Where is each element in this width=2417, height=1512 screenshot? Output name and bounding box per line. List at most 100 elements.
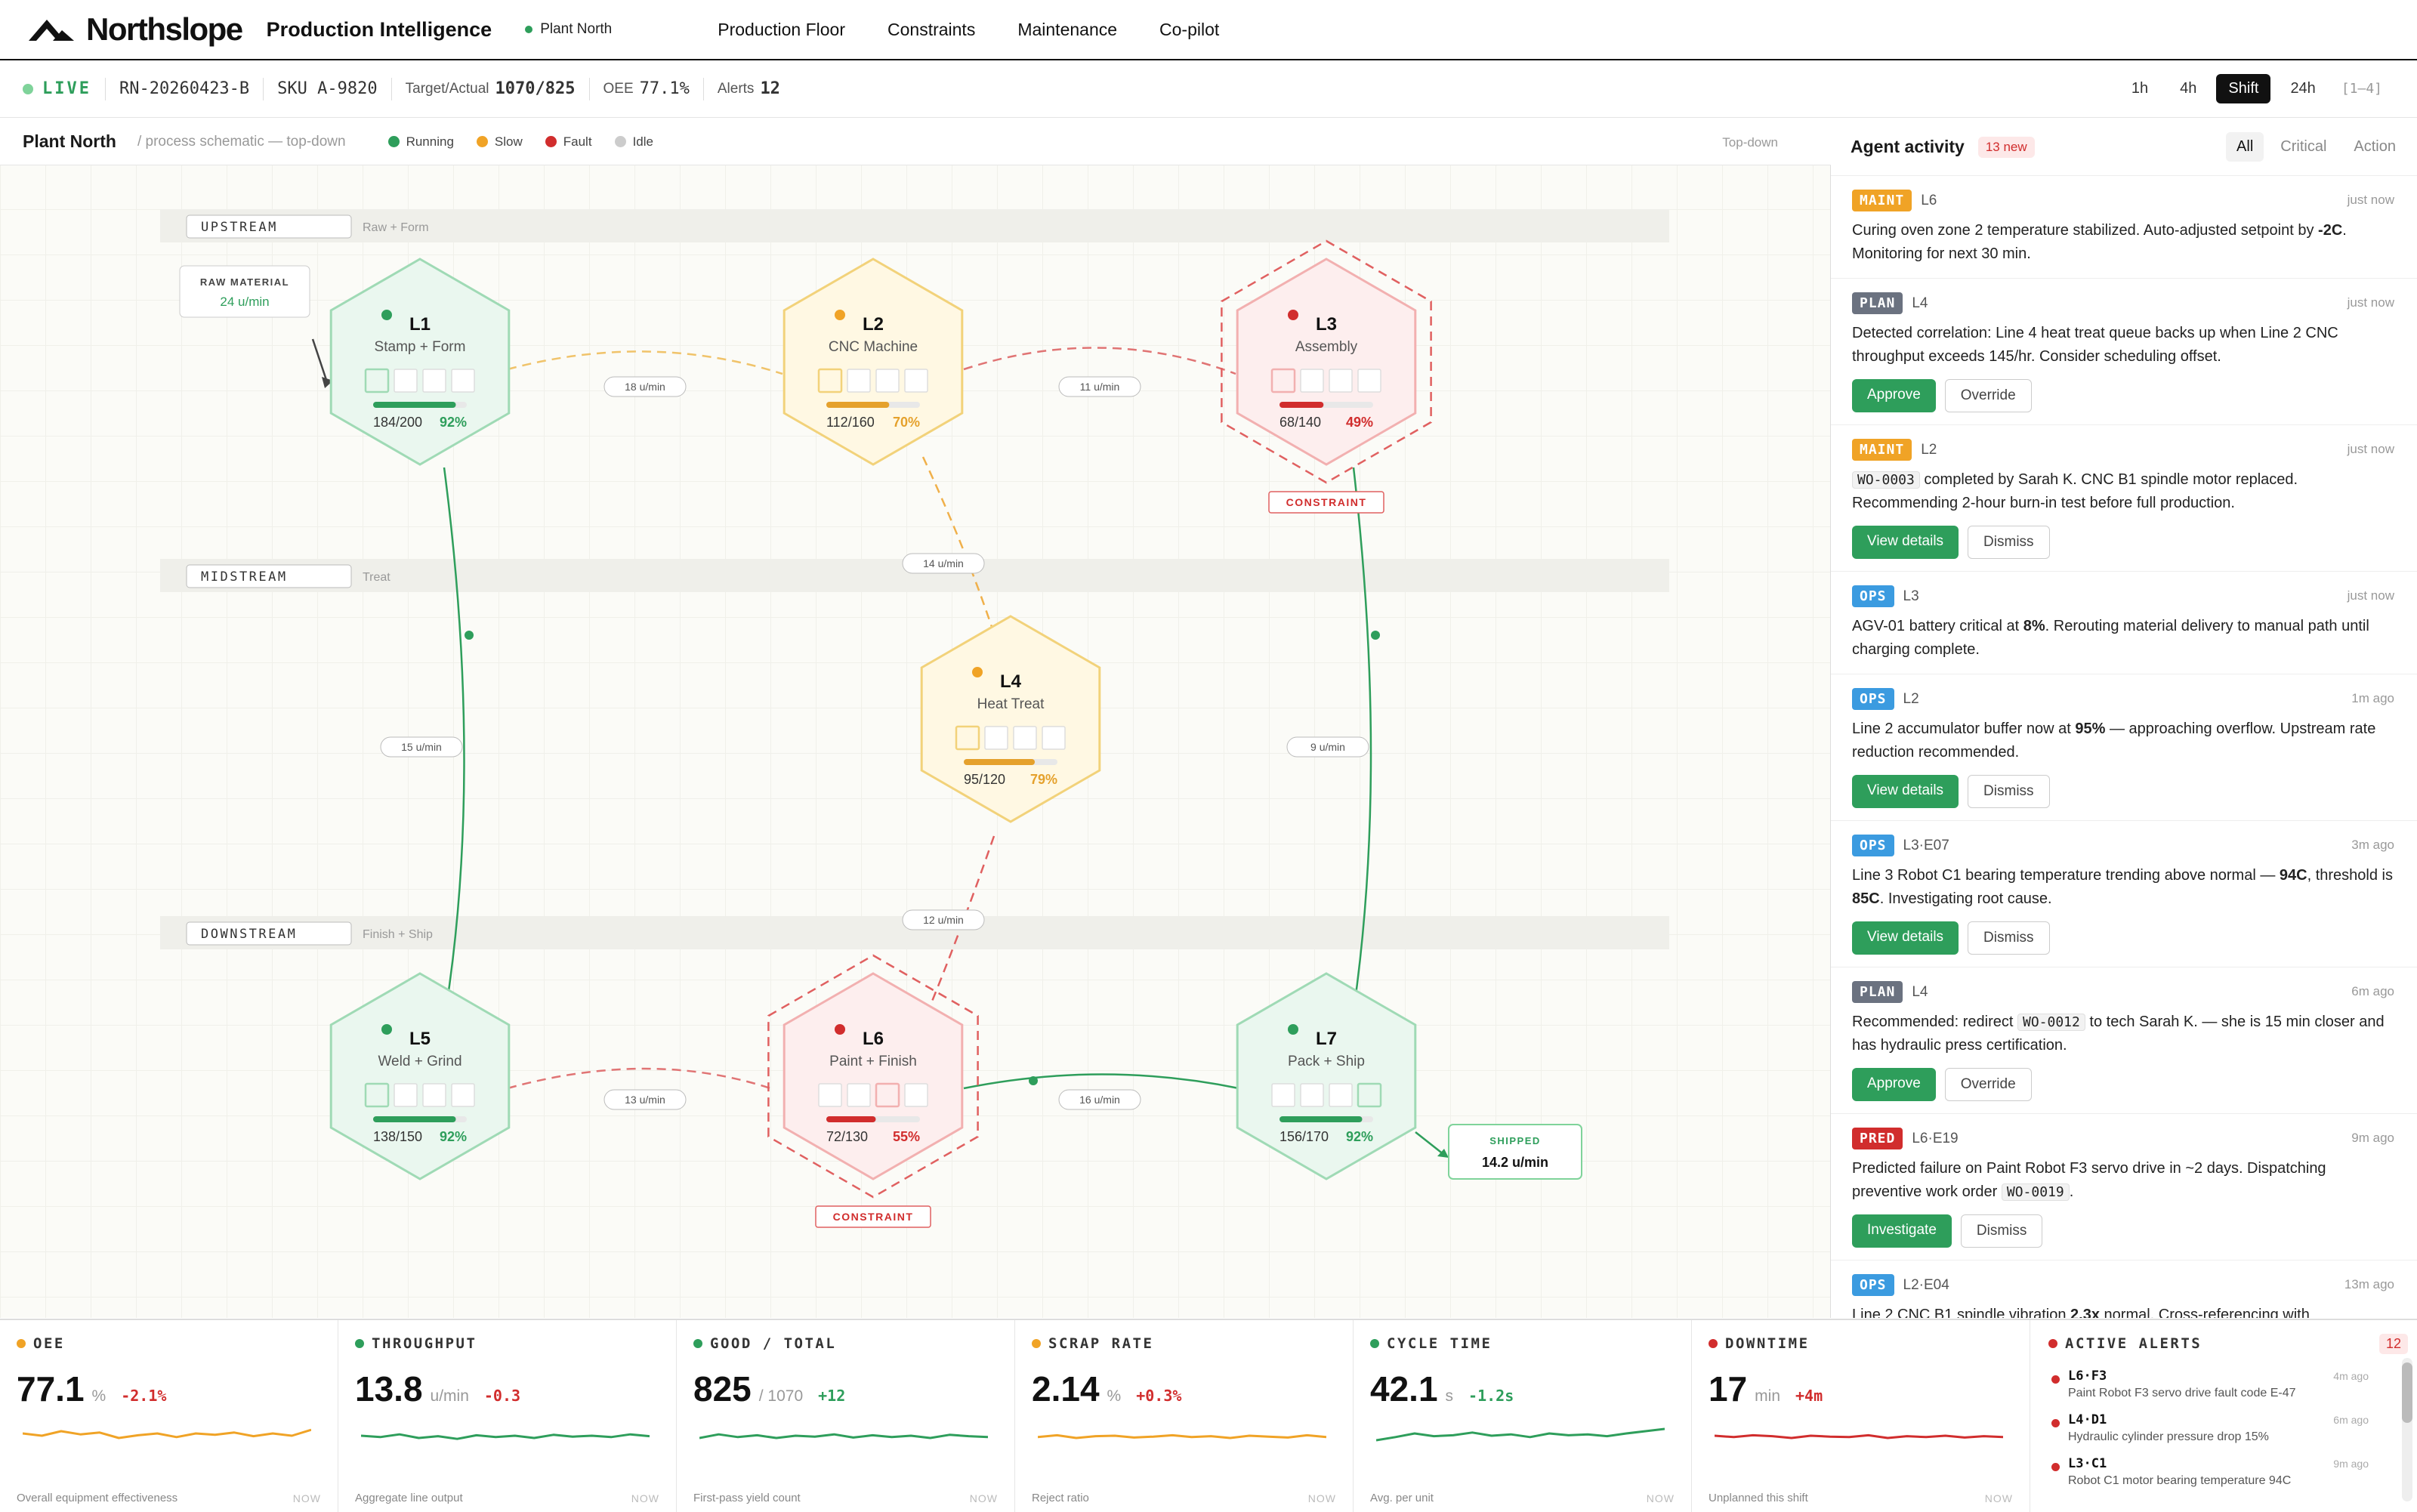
logo[interactable]: Northslope: [27, 11, 243, 48]
agent-item[interactable]: OPS L3·E07 3m ago Line 3 Robot C1 bearing t…: [1831, 821, 2417, 967]
dismiss-button[interactable]: Dismiss: [1968, 921, 2050, 955]
kpi-description: Unplanned this shift: [1709, 1492, 1808, 1504]
investigate-button[interactable]: Investigate: [1852, 1214, 1952, 1248]
agent-item-message: Line 3 Robot C1 bearing temperature tren…: [1852, 867, 2393, 907]
station-slot[interactable]: [1042, 726, 1066, 750]
line-node-l5[interactable]: L5 Weld + Grind 138/150 92%: [329, 972, 511, 1180]
agent-item[interactable]: PLAN L4 6m ago Recommended: redirect WO-001…: [1831, 967, 2417, 1114]
station-slot[interactable]: [1270, 368, 1296, 393]
station-slot[interactable]: [1357, 369, 1381, 393]
site-selector[interactable]: Plant North: [525, 21, 612, 38]
view-details-button[interactable]: View details: [1852, 526, 1959, 559]
station-slot[interactable]: [904, 369, 928, 393]
station-slot[interactable]: [394, 369, 418, 393]
alert-item[interactable]: L6·F3 Paint Robot F3 servo drive fault co…: [2048, 1369, 2399, 1400]
kpi-value-row: 2.14% +0.3%: [1032, 1369, 1336, 1409]
station-slot[interactable]: [875, 369, 900, 393]
kpi-now-marker: NOW: [631, 1492, 659, 1504]
station-slot[interactable]: [817, 368, 843, 393]
alert-item[interactable]: L3·C1 Robot C1 motor bearing temperature …: [2048, 1456, 2399, 1488]
dismiss-button[interactable]: Dismiss: [1960, 1214, 2043, 1248]
agent-item[interactable]: OPS L2 1m ago Line 2 accumulator buffer now…: [1831, 674, 2417, 821]
kpi-value: 2.14: [1032, 1369, 1100, 1409]
kpi-card-cycle-time[interactable]: CYCLE TIME 42.1 s -1.2s Avg. per unit NOW: [1354, 1320, 1692, 1512]
line-count: 112/160: [826, 415, 875, 430]
approve-button[interactable]: Approve: [1852, 1068, 1936, 1101]
nav-maintenance[interactable]: Maintenance: [1017, 19, 1118, 39]
station-slot[interactable]: [1013, 726, 1037, 750]
alert-item[interactable]: L4·D1 Hydraulic cylinder pressure drop 15…: [2048, 1412, 2399, 1444]
agent-item[interactable]: MAINT L2 just now WO-0003 completed by Sara…: [1831, 425, 2417, 572]
station-slot[interactable]: [984, 726, 1008, 750]
filter-critical[interactable]: Critical: [2280, 138, 2327, 155]
raw-material-source[interactable]: RAW MATERIAL 24 u/min: [179, 265, 310, 318]
line-node-l4[interactable]: L4 Heat Treat 95/120 79%: [920, 615, 1101, 823]
agent-item[interactable]: MAINT L6 just now Curing oven zone 2 temper…: [1831, 176, 2417, 279]
kpi-card-oee[interactable]: OEE 77.1% -2.1% Overall equipment effective…: [0, 1320, 338, 1512]
approve-button[interactable]: Approve: [1852, 379, 1936, 412]
station-slot[interactable]: [1300, 1083, 1324, 1107]
kpi-card-throughput[interactable]: THROUGHPUT 13.8 u/min -0.3 Aggregate line ou…: [338, 1320, 677, 1512]
station-slot[interactable]: [955, 725, 980, 751]
line-node-l6[interactable]: L6 Paint + Finish 72/130 55% CONSTRAINT: [767, 954, 979, 1228]
range-24h[interactable]: 24h: [2290, 80, 2316, 97]
alert-severity-dot: [2051, 1419, 2060, 1427]
work-order-code[interactable]: WO-0003: [1852, 471, 1920, 489]
range-shift[interactable]: Shift: [2216, 74, 2271, 103]
kpi-card-downtime[interactable]: DOWNTIME 17 min +4m Unplanned this shift NOW: [1692, 1320, 2030, 1512]
nav-production-floor[interactable]: Production Floor: [718, 19, 845, 39]
station-slot[interactable]: [1357, 1082, 1382, 1108]
agent-item[interactable]: PRED L6·E19 9m ago Predicted failure on Pai…: [1831, 1114, 2417, 1261]
override-button[interactable]: Override: [1944, 1068, 2032, 1101]
view-mode-toggle[interactable]: Top-down: [1722, 135, 1778, 150]
dismiss-button[interactable]: Dismiss: [1968, 526, 2050, 559]
range-4h[interactable]: 4h: [2180, 80, 2197, 97]
station-slot[interactable]: [422, 1083, 446, 1107]
schematic-title: Plant North: [23, 131, 116, 151]
station-slot[interactable]: [1329, 369, 1353, 393]
station-slot[interactable]: [394, 1083, 418, 1107]
station-slot[interactable]: [422, 369, 446, 393]
kpi-sparkline: [1715, 1433, 2003, 1439]
range-1h[interactable]: 1h: [2131, 80, 2149, 97]
station-slot[interactable]: [364, 1082, 390, 1108]
station-slot[interactable]: [1329, 1083, 1353, 1107]
override-button[interactable]: Override: [1944, 379, 2032, 412]
station-slot[interactable]: [847, 369, 871, 393]
alert-code: L6·F3: [2068, 1369, 2107, 1384]
agent-item[interactable]: PLAN L4 just now Detected correlation: Line…: [1831, 279, 2417, 425]
station-slot[interactable]: [1300, 369, 1324, 393]
kpi-card-scrap-rate[interactable]: SCRAP RATE 2.14% +0.3% Reject ratio NOW: [1015, 1320, 1354, 1512]
line-node-l3[interactable]: L3 Assembly 68/140 49% CONSTRAINT: [1221, 239, 1432, 514]
live-dot: [23, 83, 33, 94]
work-order-code[interactable]: WO-0019: [2001, 1183, 2070, 1201]
alerts-scrollbar[interactable]: [2402, 1358, 2412, 1501]
station-slot[interactable]: [451, 1083, 475, 1107]
line-node-l7[interactable]: L7 Pack + Ship 156/170 92%: [1236, 972, 1417, 1180]
agent-item[interactable]: OPS L2·E04 13m ago Line 2 CNC B1 spindle vi…: [1831, 1261, 2417, 1318]
active-alerts-panel: ACTIVE ALERTS 12 L6·F3 Paint Robot F3 ser…: [2030, 1320, 2417, 1512]
dismiss-button[interactable]: Dismiss: [1968, 775, 2050, 808]
station-slot[interactable]: [364, 368, 390, 393]
station-slot[interactable]: [451, 369, 475, 393]
view-details-button[interactable]: View details: [1852, 921, 1959, 955]
station-slot[interactable]: [1271, 1083, 1295, 1107]
station-slot[interactable]: [904, 1083, 928, 1107]
nav-constraints[interactable]: Constraints: [887, 19, 976, 39]
filter-all[interactable]: All: [2226, 132, 2264, 162]
nav-co-pilot[interactable]: Co-pilot: [1159, 19, 1220, 39]
station-slot[interactable]: [847, 1083, 871, 1107]
filter-action[interactable]: Action: [2354, 138, 2396, 155]
view-details-button[interactable]: View details: [1852, 775, 1959, 808]
station-slot[interactable]: [875, 1082, 900, 1108]
kpi-delta: -2.1%: [121, 1387, 167, 1405]
shipped-output[interactable]: SHIPPED 14.2 u/min: [1448, 1124, 1582, 1180]
kpi-now-marker: NOW: [969, 1492, 998, 1504]
kpi-card-good-total[interactable]: GOOD / TOTAL 825 / 1070 +12 First-pass yield…: [677, 1320, 1015, 1512]
work-order-code[interactable]: WO-0012: [2017, 1014, 2085, 1031]
line-node-l2[interactable]: L2 CNC Machine 112/160 70%: [783, 258, 964, 466]
alerts-value[interactable]: 12: [760, 79, 780, 98]
agent-item[interactable]: OPS L3 just now AGV-01 battery critical at …: [1831, 572, 2417, 674]
line-node-l1[interactable]: L1 Stamp + Form 184/200 92%: [329, 258, 511, 466]
station-slot[interactable]: [818, 1083, 842, 1107]
